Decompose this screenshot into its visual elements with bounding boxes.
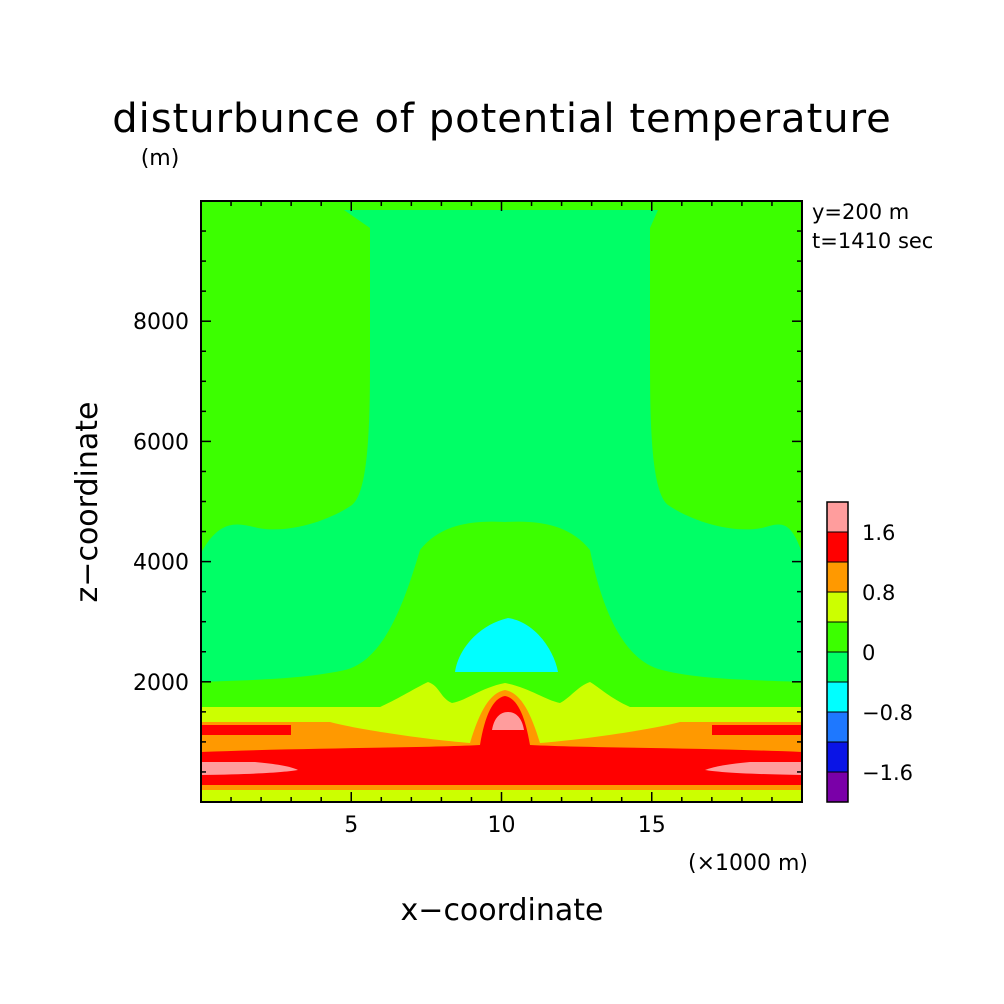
colorbar-bin (827, 742, 848, 772)
region-neg1.2-to-neg0.4 (455, 618, 558, 672)
y-tick-label: 6000 (133, 430, 189, 455)
x-tick-label: 15 (638, 813, 666, 838)
colorbar-bin (827, 532, 848, 562)
region-neg0.4-to-0 (201, 210, 802, 682)
colorbar-label: 1.6 (862, 521, 895, 545)
x-tick-label: 5 (344, 813, 358, 838)
chart-title: disturbunce of potential temperature (112, 96, 892, 142)
axis-tick-labels: 5 10 15 2000 4000 6000 8000 (133, 310, 666, 838)
region-above-1.6-left (201, 762, 298, 775)
colorbar-bin (827, 502, 848, 532)
x-axis-unit: (×1000 m) (688, 851, 808, 876)
colorbar-bin (827, 652, 848, 682)
colorbar-label: 0 (862, 641, 875, 665)
x-tick-label: 10 (488, 813, 516, 838)
colorbar-labels: 1.6 0.8 0 −0.8 −1.6 (862, 521, 913, 785)
region-1.2-to-1.6-upper (201, 725, 291, 735)
region-1.2-to-1.6 (201, 696, 802, 785)
colorbar-label: 0.8 (862, 581, 895, 605)
contour-field (201, 201, 802, 802)
y-tick-label: 4000 (133, 551, 189, 576)
region-above-1.6-core (492, 712, 524, 730)
colorbar-bin (827, 562, 848, 592)
region-1.2-to-1.6-upper-right (712, 725, 802, 735)
colorbar-label: −0.8 (862, 701, 913, 725)
y-tick-label: 8000 (133, 310, 189, 335)
x-axis-label: x−coordinate (401, 893, 604, 928)
colorbar-bin (827, 712, 848, 742)
colorbar-bin (827, 682, 848, 712)
axis-ticks (201, 201, 802, 802)
time-annotation: t=1410 sec (812, 229, 933, 253)
colorbar-bin (827, 592, 848, 622)
colorbar (826, 501, 849, 803)
y-position-annotation: y=200 m (812, 200, 909, 224)
colorbar-bin (827, 772, 848, 802)
y-axis-unit: (m) (141, 146, 180, 171)
y-tick-label: 2000 (133, 671, 189, 696)
colorbar-bin (827, 622, 848, 652)
region-above-1.6-right (705, 762, 802, 775)
y-axis-label: z−coordinate (70, 402, 105, 603)
colorbar-label: −1.6 (862, 761, 913, 785)
